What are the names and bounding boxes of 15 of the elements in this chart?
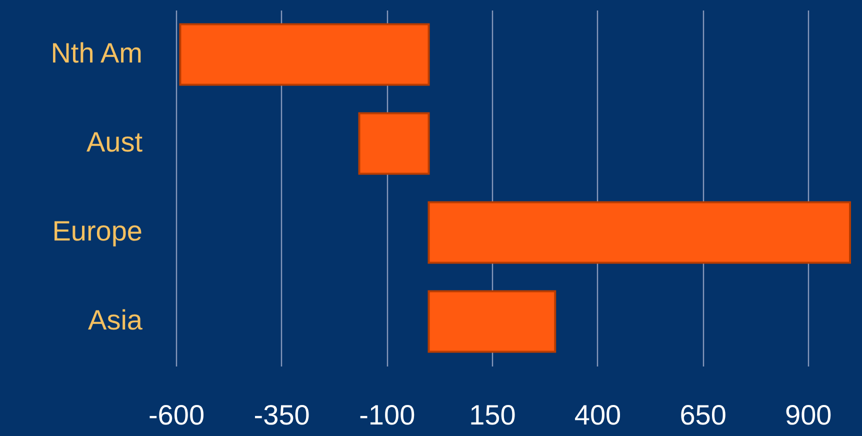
x-tick-label: -100 xyxy=(359,400,416,430)
bar xyxy=(358,112,430,175)
x-tick-label: 650 xyxy=(680,400,726,430)
bar xyxy=(179,23,430,86)
y-tick-label: Nth Am xyxy=(50,38,142,68)
bar xyxy=(428,290,556,353)
x-tick-label: 150 xyxy=(469,400,516,430)
x-tick-label: 900 xyxy=(785,400,832,430)
y-tick-label: Aust xyxy=(86,126,143,158)
y-tick-label: Europe xyxy=(52,216,142,246)
x-tick-label: 400 xyxy=(574,400,622,430)
x-tick-label: -350 xyxy=(254,400,310,430)
y-tick-label: Asia xyxy=(88,304,143,336)
x-tick-label: -600 xyxy=(148,400,205,430)
bar xyxy=(428,201,851,264)
